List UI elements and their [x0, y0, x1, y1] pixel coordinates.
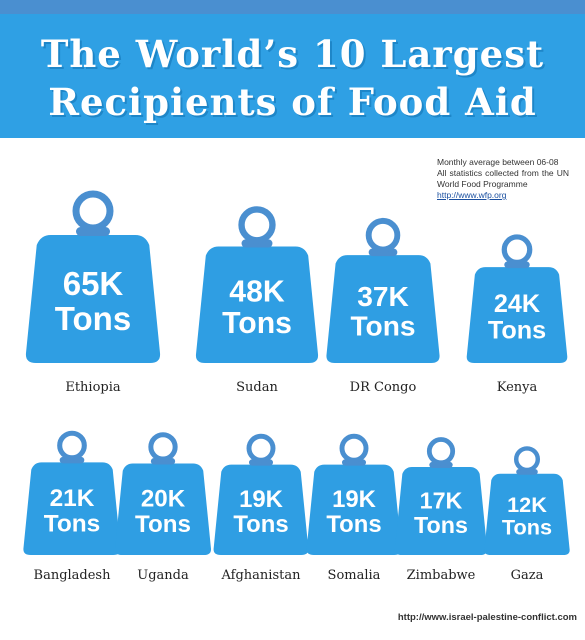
value-label: 20K [141, 485, 186, 512]
weight-ring [426, 437, 456, 466]
value-label: 19K [239, 486, 284, 513]
unit-label: Tons [44, 511, 101, 538]
weight-body [306, 464, 402, 555]
weight-body [114, 463, 212, 555]
value-label: 48K [229, 275, 285, 308]
note-period: Monthly average between 06-08 [437, 157, 559, 167]
category-label: Afghanistan [221, 568, 302, 583]
title-line-2: Recipients of Food Aid [48, 80, 537, 124]
weight-body [326, 255, 440, 363]
category-label: Ethiopia [65, 380, 121, 395]
unit-label: Tons [55, 300, 131, 337]
weight-body [23, 462, 121, 555]
value-label: 24K [494, 290, 540, 318]
unit-label: Tons [233, 511, 288, 538]
footer-url: http://www.israel-palestine-conflict.com [397, 612, 577, 623]
unit-label: Tons [135, 511, 191, 538]
value-label: 21K [50, 485, 95, 512]
note-source: All statistics collected from the UN Wor… [437, 168, 569, 189]
source-link[interactable]: http://www.wfp.org [437, 190, 507, 200]
category-label: Gaza [511, 568, 544, 583]
source-note: Monthly average between 06-08 All statis… [437, 157, 569, 201]
weight-ring [513, 446, 541, 473]
unit-label: Tons [326, 511, 381, 538]
weight-ring [339, 433, 369, 463]
weight-ring [501, 234, 533, 266]
weight-body [25, 235, 161, 363]
weight-ring [246, 433, 276, 463]
category-label: Kenya [497, 380, 538, 395]
title-banner: The World’s 10 Largest Recipients of Foo… [0, 14, 585, 138]
category-label: DR Congo [350, 380, 417, 395]
weight-ring [57, 430, 87, 461]
value-label: 17K [420, 487, 463, 513]
value-label: 37K [357, 281, 409, 312]
weight-body [466, 267, 568, 363]
unit-label: Tons [414, 512, 468, 538]
weight-ring [365, 217, 401, 253]
weight-body [394, 467, 488, 555]
weight-ring [72, 190, 114, 232]
category-label: Bangladesh [34, 568, 112, 583]
category-label: Uganda [137, 568, 189, 583]
value-label: 12K [507, 492, 547, 517]
unit-label: Tons [488, 317, 546, 345]
unit-label: Tons [502, 515, 552, 540]
title-line-1: The World’s 10 Largest [40, 32, 545, 76]
category-label: Sudan [236, 380, 278, 395]
value-label: 65K [63, 265, 124, 302]
unit-label: Tons [350, 310, 415, 341]
weight-ring [148, 432, 178, 462]
weight-body [213, 464, 309, 555]
category-label: Somalia [328, 568, 381, 583]
category-label: Zimbabwe [407, 568, 476, 583]
weight-body [484, 473, 570, 555]
top-strip [0, 0, 585, 14]
value-label: 19K [332, 486, 377, 513]
weight-body [195, 246, 319, 363]
unit-label: Tons [222, 307, 292, 340]
weight-ring [238, 206, 276, 244]
